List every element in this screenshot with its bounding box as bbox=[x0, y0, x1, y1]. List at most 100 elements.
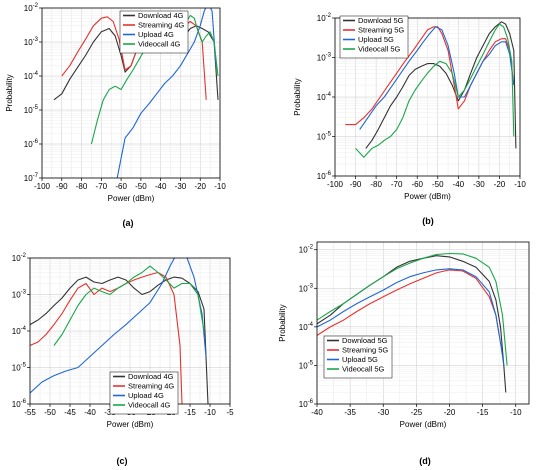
x-tick-label: -5 bbox=[226, 408, 234, 417]
x-axis-title: Power (dBm) bbox=[107, 420, 154, 429]
y-tick-label: 10-4 bbox=[299, 322, 314, 332]
y-tick-label: 10-5 bbox=[317, 132, 332, 142]
y-tick-label: 10-4 bbox=[317, 92, 332, 102]
x-tick-label: -100 bbox=[34, 182, 51, 191]
legend-label: Videocall 4G bbox=[138, 40, 181, 49]
x-tick-label: -55 bbox=[24, 408, 36, 417]
x-tick-label: -35 bbox=[344, 408, 356, 417]
legend-label: Videocall 4G bbox=[128, 401, 171, 410]
legend-label: Streaming 4G bbox=[128, 382, 174, 391]
x-tick-label: -10 bbox=[510, 408, 522, 417]
x-tick-label: -30 bbox=[377, 408, 389, 417]
y-tick-label: 10-6 bbox=[299, 399, 314, 409]
series-line-download-4g bbox=[30, 276, 209, 404]
x-tick-label: -10 bbox=[214, 182, 226, 191]
x-tick-label: -60 bbox=[411, 180, 423, 189]
x-tick-label: -15 bbox=[184, 408, 196, 417]
series-line-streaming-4g bbox=[30, 271, 183, 404]
chart-panel-a: -100 -90 -80 -70 -60 -50 -40 -30 -20 -10 10-7 10-6 1… bbox=[5, 3, 226, 228]
x-tick-label: -50 bbox=[432, 180, 444, 189]
legend-label: Streaming 5G bbox=[358, 26, 404, 35]
x-tick-label: -15 bbox=[477, 408, 489, 417]
x-axis-title: Power (dBm) bbox=[404, 192, 451, 201]
x-tick-label: -70 bbox=[96, 182, 108, 191]
chart-panel-c: -55-50-45-40-35-30-25-20-15-10-510-610-5… bbox=[12, 253, 234, 466]
x-tick-label: -25 bbox=[411, 408, 423, 417]
series-line-streaming-5g bbox=[345, 26, 515, 126]
y-axis-title: Probability bbox=[278, 304, 287, 341]
series-group bbox=[30, 258, 209, 404]
panel-label: (b) bbox=[422, 216, 434, 226]
x-tick-label: -90 bbox=[56, 182, 68, 191]
legend-label: Upload 5G bbox=[358, 35, 394, 44]
x-tick-label: -40 bbox=[84, 408, 96, 417]
x-tick-label: -30 bbox=[175, 182, 187, 191]
x-tick-label: -40 bbox=[155, 182, 167, 191]
y-tick-label: 10-6 bbox=[24, 139, 39, 149]
legend-label: Upload 4G bbox=[138, 30, 174, 39]
legend-label: Streaming 5G bbox=[342, 346, 388, 355]
y-tick-label: 10-5 bbox=[12, 363, 27, 373]
legend-label: Upload 4G bbox=[128, 391, 164, 400]
y-tick-label: 10-2 bbox=[12, 253, 27, 263]
x-tick-label: -10 bbox=[204, 408, 216, 417]
series-line-upload-4g bbox=[116, 8, 217, 178]
x-axis-title: Power (dBm) bbox=[108, 194, 155, 203]
x-axis-title: Power (dBm) bbox=[400, 420, 447, 429]
x-tick-label: -45 bbox=[64, 408, 76, 417]
legend-box bbox=[119, 10, 189, 54]
legend-label: Download 4G bbox=[128, 372, 174, 381]
legend-label: Videocall 5G bbox=[358, 45, 401, 54]
y-tick-label: 10-7 bbox=[24, 173, 39, 183]
x-tick-label: -50 bbox=[135, 182, 147, 191]
x-tick-label: -80 bbox=[370, 180, 382, 189]
y-tick-label: 10-4 bbox=[12, 326, 27, 336]
series-line-download-5g bbox=[365, 21, 517, 149]
series-line-videocall-4g bbox=[53, 265, 205, 346]
legend-label: Download 5G bbox=[342, 336, 388, 345]
legend-box bbox=[109, 371, 179, 415]
x-tick-label: -100 bbox=[327, 180, 344, 189]
y-tick-label: 10-2 bbox=[317, 13, 332, 23]
y-tick-label: 10-5 bbox=[24, 105, 39, 115]
y-tick-label: 10-3 bbox=[12, 290, 27, 300]
legend-label: Download 5G bbox=[358, 16, 404, 25]
x-tick-label: -70 bbox=[391, 180, 403, 189]
x-tick-label: -50 bbox=[44, 408, 56, 417]
x-tick-label: -30 bbox=[473, 180, 485, 189]
x-tick-label: -60 bbox=[115, 182, 127, 191]
series-line-streaming-5g bbox=[317, 269, 500, 336]
series-line-videocall-5g bbox=[355, 23, 515, 158]
legend-label: Upload 5G bbox=[342, 355, 378, 364]
chart-panel-d: -40 -35 -30 -25 -20 -15 -10 10-6 10-5 10-4 10-3 10-… bbox=[278, 241, 530, 466]
y-tick-label: 10-6 bbox=[12, 399, 27, 409]
y-axis-title: Probability bbox=[5, 74, 14, 111]
y-axis-title: Probability bbox=[293, 78, 302, 115]
legend-label: Videocall 5G bbox=[342, 365, 385, 374]
legend-label: Streaming 4G bbox=[138, 21, 184, 30]
x-tick-label: -40 bbox=[311, 408, 323, 417]
series-line-upload-5g bbox=[317, 268, 505, 366]
x-tick-label: -20 bbox=[194, 182, 206, 191]
y-tick-label: 10-6 bbox=[317, 171, 332, 181]
legend-label: Download 4G bbox=[138, 11, 184, 20]
panel-label: (a) bbox=[123, 218, 134, 228]
x-tick-label: -10 bbox=[514, 180, 526, 189]
y-tick-label: 10-3 bbox=[299, 283, 314, 293]
y-tick-label: 10-5 bbox=[299, 360, 314, 370]
panel-label: (d) bbox=[419, 456, 431, 466]
y-tick-label: 10-2 bbox=[299, 245, 314, 255]
series-group bbox=[345, 21, 517, 158]
x-tick-label: -40 bbox=[453, 180, 465, 189]
y-tick-label: 10-3 bbox=[24, 37, 39, 47]
series-line-videocall-5g bbox=[317, 252, 508, 366]
y-tick-label: 10-2 bbox=[24, 3, 39, 13]
x-tick-label: -80 bbox=[76, 182, 88, 191]
y-tick-label: 10-4 bbox=[24, 71, 39, 81]
legend-box bbox=[339, 15, 409, 59]
